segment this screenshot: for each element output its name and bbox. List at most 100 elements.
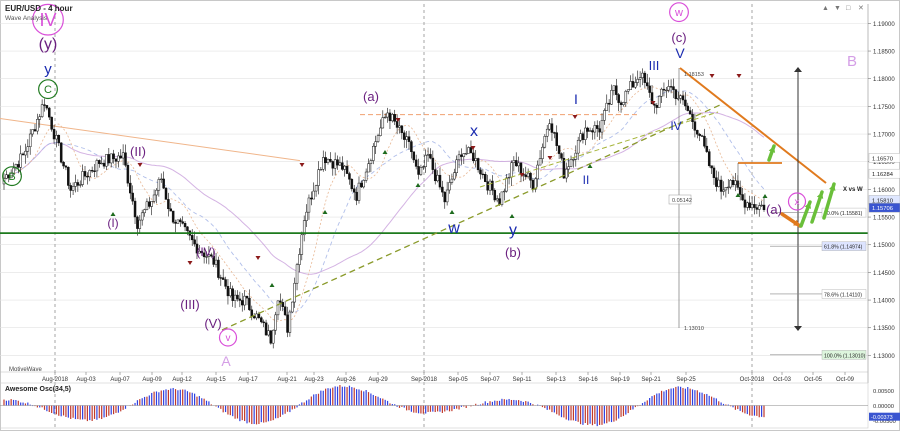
time-axis[interactable]: Aug-2018 Aug-03 Aug-07 Aug-09 Aug-12 Aug-15 Au… [0, 371, 868, 383]
candle-body [619, 102, 623, 105]
candle-body [719, 179, 723, 192]
candle-body [183, 223, 187, 228]
candle-body [321, 157, 325, 170]
wave-label: y [44, 61, 52, 78]
candle-body [710, 165, 713, 169]
candle-body [126, 164, 130, 184]
candle-body [598, 128, 601, 133]
candle-body [669, 86, 673, 88]
candle-body [317, 169, 320, 186]
moving-average-mid [3, 90, 765, 314]
swing-marker [269, 283, 275, 287]
candle-body [186, 226, 189, 232]
oscillator-tick-label: 0.00500 [873, 389, 894, 395]
candle-body [102, 162, 106, 167]
time-tick-label: Sep-11 [513, 377, 533, 383]
candle-body [650, 92, 654, 105]
candle-body [40, 104, 44, 117]
wave-label-circle [669, 2, 689, 23]
price-tick-label: 1.18500 [873, 50, 895, 56]
candle-body [45, 105, 49, 109]
fib-level-label: 78.6% (1.14110) [824, 292, 862, 298]
candle-body [707, 151, 711, 166]
candle-body [143, 209, 146, 214]
window-controls: ▲ ▼ □ ✕ [822, 5, 864, 12]
candle-body [71, 186, 75, 191]
price-axis[interactable]: 1.13000 1.13500 1.14000 1.14500 1.15000 1.155… [867, 4, 900, 383]
candle-body [376, 135, 380, 142]
candle-body [248, 297, 251, 311]
chart-subtitle: Wave Analysis [5, 15, 48, 22]
candle-body [257, 313, 261, 318]
candle-body [360, 182, 363, 188]
scroll-up-icon[interactable]: ▲ [822, 5, 829, 12]
downtrend-line [679, 67, 827, 184]
candle-body [229, 288, 232, 297]
candle-body [202, 252, 206, 258]
time-tick-label: Aug-15 [206, 377, 226, 383]
candle-body [426, 154, 430, 156]
candle-body [17, 164, 20, 168]
wave-label: II [583, 173, 590, 187]
candle-body [488, 180, 492, 191]
fib-level-box [821, 207, 867, 218]
candle-body [345, 165, 349, 174]
swing-marker [187, 261, 193, 265]
candle-body [603, 110, 606, 121]
candle-body [474, 158, 477, 162]
candle-body [364, 171, 368, 181]
candle-body [412, 151, 416, 161]
measure-label: 0.05142 [672, 198, 692, 204]
price-tick-label: 1.15500 [873, 216, 895, 222]
candle-body [219, 277, 223, 279]
candles [2, 68, 766, 349]
time-tick-label: Aug-07 [110, 377, 130, 383]
candle-body [560, 153, 563, 159]
candle-body [9, 173, 13, 179]
candle-body [591, 130, 594, 133]
motivewave-logo: MotiveWave [9, 367, 42, 373]
close-icon[interactable]: ✕ [858, 5, 864, 12]
candle-body [565, 168, 568, 179]
candle-body [145, 201, 149, 210]
price-tick-label: 1.14000 [873, 299, 895, 305]
wave-label: y [509, 222, 517, 239]
candle-body [74, 182, 77, 187]
fib-level-label: 100.0% (1.13010) [824, 353, 866, 359]
candle-body [240, 300, 244, 306]
measure-label-box [668, 194, 692, 205]
candle-body [167, 199, 170, 210]
price-tick-label: 1.17500 [873, 105, 895, 111]
candle-body [698, 133, 701, 136]
candle-body [641, 72, 644, 78]
candle-body [553, 132, 556, 134]
candle-body [271, 329, 275, 344]
candle-body [105, 154, 108, 167]
price-tick-label: 1.15000 [873, 243, 895, 249]
wave-label: (IV) [196, 245, 215, 259]
candle-body [743, 199, 747, 208]
candle-body [233, 294, 237, 301]
candle-body [503, 190, 506, 193]
candle-body [305, 211, 308, 221]
candle-body [314, 185, 318, 192]
candle-body [453, 172, 456, 180]
candle-body [78, 184, 82, 186]
time-tick-label: Aug-09 [142, 377, 162, 383]
time-tick-label: Oct-2018 [740, 377, 765, 383]
candle-body [157, 179, 161, 191]
candle-body [653, 103, 656, 106]
maximize-icon[interactable]: □ [846, 5, 851, 12]
candle-body [672, 86, 675, 90]
candle-body [262, 321, 265, 324]
x-vs-w-label: X vs W [843, 187, 863, 193]
candle-body [190, 235, 194, 241]
candle-body [398, 125, 401, 128]
candle-body [484, 174, 487, 182]
wave-label: (y) [39, 36, 58, 53]
candle-body [569, 159, 573, 167]
swing-marker [415, 183, 421, 187]
scroll-down-icon[interactable]: ▼ [834, 5, 841, 12]
candle-body [700, 135, 704, 137]
